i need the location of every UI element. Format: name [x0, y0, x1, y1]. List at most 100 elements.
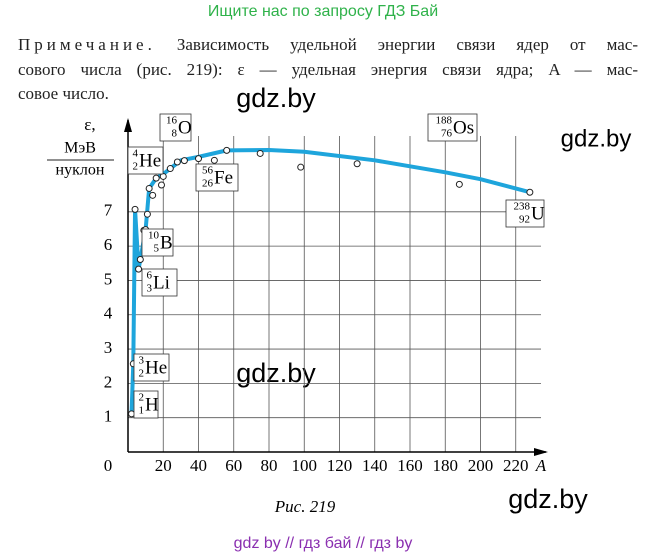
data-point — [136, 255, 144, 263]
label-box — [127, 146, 164, 175]
data-point — [135, 265, 143, 273]
mass-number: 56 — [202, 165, 214, 177]
x-tick-label: 180 — [433, 456, 459, 475]
element-symbol: He — [139, 150, 161, 171]
data-point — [149, 191, 157, 199]
x-tick-label: 80 — [261, 456, 278, 475]
x-tick-label: 0 — [104, 456, 113, 475]
data-point — [143, 210, 151, 218]
charge-number: 1 — [139, 405, 145, 417]
label-box — [133, 353, 170, 382]
data-point — [152, 174, 160, 182]
label-box — [159, 113, 192, 142]
watermark: gdz.by — [236, 83, 316, 113]
label-box — [141, 228, 174, 257]
charge-number: 76 — [441, 128, 453, 140]
charge-number: 5 — [154, 243, 160, 255]
nuclide-label: 63 Li — [141, 268, 178, 297]
nuclide-label: 42 He — [127, 146, 164, 175]
y-tick-label: 2 — [104, 372, 113, 391]
data-point — [157, 181, 165, 189]
x-tick-label: 220 — [503, 456, 529, 475]
note-line: совое число. — [18, 84, 109, 103]
data-point — [455, 180, 463, 188]
y-tick-label: 1 — [104, 407, 113, 426]
x-tick-label: 200 — [468, 456, 494, 475]
mass-number: 10 — [148, 230, 160, 242]
data-point — [297, 163, 305, 171]
element-symbol: He — [145, 357, 167, 378]
element-symbol: Fe — [214, 167, 233, 188]
data-point — [223, 146, 231, 154]
element-symbol: B — [160, 232, 173, 253]
y-label: ε, — [84, 115, 95, 134]
grid — [128, 136, 541, 452]
y-axis-arrow — [124, 118, 132, 132]
data-point — [210, 156, 218, 164]
nuclide-label: 21 H — [133, 390, 159, 419]
caption: Рис. 219 — [274, 497, 336, 516]
label-box — [427, 113, 478, 142]
data-point — [353, 160, 361, 168]
mass-number: 4 — [133, 148, 139, 160]
x-tick-label: 140 — [362, 456, 388, 475]
y-tick-label: 6 — [104, 235, 113, 254]
element-symbol: Li — [153, 272, 170, 293]
y-tick-label: 5 — [104, 269, 113, 288]
data-point — [526, 188, 534, 196]
data-point — [180, 157, 188, 165]
charge-number: 8 — [172, 128, 178, 140]
mass-number: 238 — [514, 201, 531, 213]
nuclide-label: 32 He — [133, 353, 170, 382]
data-point — [195, 155, 202, 163]
y-unit-denominator: нуклон — [56, 162, 105, 179]
x-tick-label: 160 — [397, 456, 423, 475]
label-box — [141, 268, 178, 297]
x-tick-label: 100 — [292, 456, 318, 475]
mass-number: 16 — [166, 115, 178, 127]
x-tick-label: 60 — [225, 456, 242, 475]
element-symbol: Os — [453, 117, 474, 138]
mass-number: 3 — [139, 355, 145, 367]
note: Примечание. Зависимость удельной энергии… — [18, 33, 638, 107]
charge-number: 2 — [133, 161, 139, 173]
element-symbol: U — [531, 203, 545, 224]
element-symbol: H — [145, 394, 159, 415]
charge-number: 2 — [139, 368, 145, 380]
mass-number: 2 — [139, 392, 145, 404]
note-label: Примечание. — [18, 35, 156, 54]
x-label: A — [535, 456, 547, 475]
y-tick-label: 7 — [104, 201, 113, 220]
curve — [129, 148, 532, 416]
mass-number: 188 — [436, 115, 453, 127]
note-line: сового числа (рис. 219): ε — удельная эн… — [18, 59, 638, 79]
data-point — [166, 165, 174, 173]
charge-number: 3 — [147, 283, 153, 295]
label-box — [505, 199, 545, 228]
header: Ищите нас по запросу ГДЗ Бай — [208, 3, 438, 20]
note-line: Примечание. Зависимость удельной энергии… — [18, 33, 638, 58]
x-tick-label: 40 — [190, 456, 207, 475]
label-box — [195, 163, 239, 192]
label-box — [133, 390, 159, 419]
mass-number: 6 — [147, 270, 153, 282]
charge-number: 26 — [202, 178, 214, 190]
y-tick-label: 3 — [104, 338, 113, 357]
nuclide-label: 168 O — [159, 113, 192, 142]
watermark: gdz.by — [508, 484, 588, 514]
x-tick-label: 20 — [155, 456, 172, 475]
footer: gdz by // гдз бай // гдз by — [234, 535, 413, 552]
data-point — [145, 184, 153, 192]
data-point — [256, 149, 264, 157]
nuclide-label: 105 B — [141, 228, 174, 257]
watermark: gdz.by — [561, 125, 632, 152]
x-tick-label: 120 — [327, 456, 353, 475]
charge-number: 92 — [519, 214, 530, 226]
data-point — [173, 158, 181, 166]
note-text: Зависимость удельной энергии связи ядер … — [176, 35, 639, 54]
